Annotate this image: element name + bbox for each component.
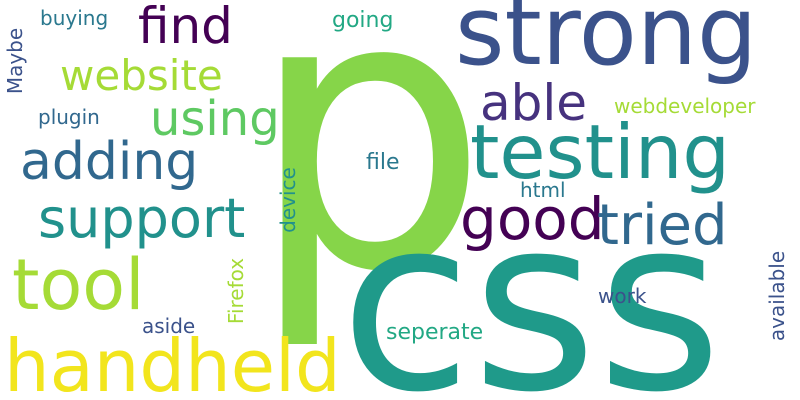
word-maybe: Maybe [3,27,28,95]
word-available: available [765,250,790,342]
word-file: file [366,150,400,175]
word-find: find [138,0,233,55]
word-css: css [340,165,723,400]
word-firefox: Firefox [224,257,249,325]
word-going: going [332,8,394,33]
word-p: p [248,0,490,355]
word-seperate: seperate [386,320,484,345]
word-html: html [520,178,566,202]
word-tried: tried [597,193,728,258]
word-tool: tool [12,244,145,326]
word-device: device [275,167,300,233]
word-adding: adding [20,132,199,192]
word-testing: testing [470,108,731,196]
word-handheld: handheld [4,324,341,400]
word-plugin: plugin [38,105,100,129]
word-aside: aside [142,314,196,338]
word-buying: buying [40,6,109,30]
word-support: support [38,187,246,250]
word-able: able [480,74,588,132]
word-website: website [60,51,223,100]
word-webdeveloper: webdeveloper [614,94,756,118]
word-good: good [460,185,605,253]
word-strong: strong [455,0,758,87]
word-using: using [150,91,280,147]
word-work: work [598,284,647,308]
